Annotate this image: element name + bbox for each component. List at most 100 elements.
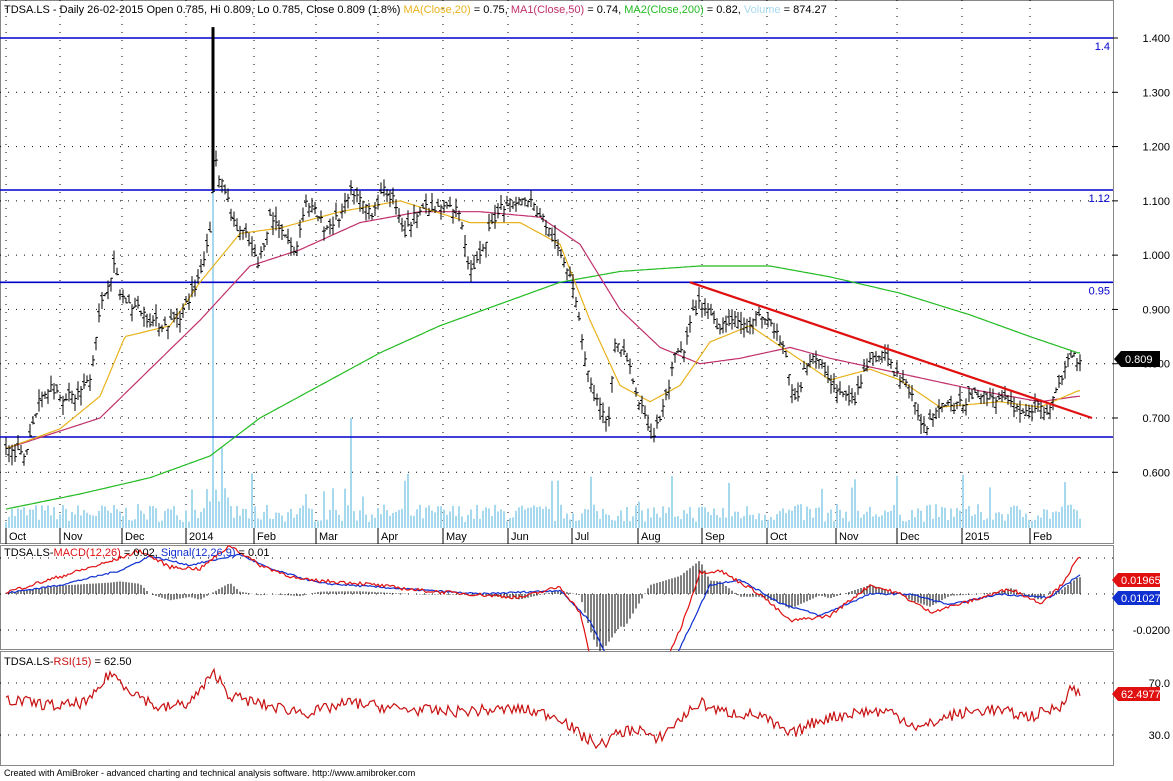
volume-bar: [914, 517, 916, 528]
volume-bar: [221, 447, 223, 528]
macd-pane[interactable]: 0.06000.0400-0.0200-0.0400-0.0800 TDSA.L…: [0, 481, 1173, 745]
volume-bar: [374, 517, 376, 528]
volume-bar: [494, 504, 496, 528]
volume-bar: [776, 514, 778, 528]
volume-bar: [839, 509, 841, 528]
volume-bar: [230, 506, 232, 528]
volume-bar: [869, 506, 871, 528]
month-label: 2015: [965, 531, 989, 543]
macd-tick-label: -0.0200: [1133, 625, 1170, 637]
macd-line: [5, 545, 1081, 721]
volume-bar: [875, 514, 877, 528]
volume-bar: [755, 519, 757, 528]
volume-bar: [20, 509, 22, 528]
rsi-pane[interactable]: 70.0 30.0 TDSA.LS-RSI(15) = 62.50 62.4977: [0, 651, 1173, 767]
volume-bar: [1019, 509, 1021, 528]
rsi-line: [5, 667, 1081, 750]
volume-bar: [887, 512, 889, 528]
volume-bar: [974, 514, 976, 528]
volume-bar: [938, 517, 940, 528]
volume-bar: [584, 508, 586, 528]
volume-bar: [1016, 505, 1018, 528]
volume-bar: [314, 521, 316, 528]
volume-bar: [1040, 517, 1042, 528]
volume-bar: [902, 521, 904, 528]
volume-bar: [518, 507, 520, 528]
volume-bar: [41, 505, 43, 528]
volume-bar: [1022, 517, 1024, 528]
price-pane[interactable]: 1.4 1.12 0.95 1.400 1.300 1.200 1.100 1.000 0.9…: [0, 0, 1173, 545]
volume-bar: [1031, 520, 1033, 528]
volume-bar: [665, 513, 667, 528]
volume-bar: [371, 514, 373, 528]
volume-bar: [803, 520, 805, 528]
volume-bar: [674, 516, 676, 528]
volume-bar: [308, 508, 310, 528]
volume-bar: [821, 488, 823, 528]
volume-bar: [911, 510, 913, 528]
volume-bar: [347, 505, 349, 528]
volume-bar: [83, 510, 85, 528]
legend-volume: Volume: [744, 4, 781, 16]
volume-bar: [266, 504, 268, 528]
volume-bar: [977, 504, 979, 528]
volume-bar: [746, 506, 748, 528]
volume-bar: [944, 507, 946, 528]
volume-bar: [641, 510, 643, 528]
volume-bar: [329, 509, 331, 528]
volume-bar: [986, 518, 988, 528]
volume-bar: [557, 480, 559, 528]
volume-bar: [254, 506, 256, 528]
volume-bar: [449, 511, 451, 528]
volume-bar: [896, 475, 898, 528]
volume-bar: [434, 512, 436, 528]
volume-bar: [941, 506, 943, 528]
legend-ma20: MA(Close,20): [403, 4, 470, 16]
volume-bar: [857, 510, 859, 528]
last-price-badge: 0.809: [1114, 351, 1160, 367]
volume-bar: [149, 506, 151, 528]
price-tick-label: 1.000: [1142, 250, 1170, 262]
volume-bar: [203, 508, 205, 528]
legend-macd: MACD(12,26): [54, 547, 121, 559]
level-label: 1.4: [1095, 41, 1110, 53]
volume-bar: [365, 514, 367, 528]
volume-bar: [935, 504, 937, 528]
volume-bar: [470, 509, 472, 528]
price-tick-label: 0.700: [1142, 413, 1170, 425]
volume-bar: [185, 510, 187, 528]
header-symbol: TDSA.LS: [4, 4, 50, 16]
volume-bar: [206, 489, 208, 528]
volume-bar: [545, 506, 547, 528]
volume-bar: [749, 514, 751, 528]
month-label: 2014: [189, 531, 213, 543]
volume-bar: [533, 505, 535, 528]
volume-bar: [1034, 519, 1036, 528]
volume-bar: [725, 517, 727, 528]
volume-bar: [44, 510, 46, 528]
volume-bar: [815, 508, 817, 528]
volume-bar: [428, 505, 430, 528]
volume-bar: [788, 509, 790, 528]
rsi-tick-label: 30.0: [1149, 730, 1170, 742]
volume-bar: [1055, 511, 1057, 528]
volume-bar: [281, 515, 283, 528]
volume-bar: [404, 480, 406, 528]
volume-bar: [566, 513, 568, 528]
volume-bar: [437, 506, 439, 528]
volume-bar: [872, 516, 874, 528]
volume-bar: [881, 515, 883, 528]
volume-bar: [353, 511, 355, 528]
volume-bar: [926, 505, 928, 528]
volume-bar: [296, 514, 298, 528]
volume-bar: [302, 505, 304, 528]
volume-bar: [11, 508, 13, 528]
volume-bar: [554, 520, 556, 528]
volume-bar: [1073, 509, 1075, 528]
volume-bar: [731, 516, 733, 528]
volume-bar: [740, 518, 742, 528]
volume-bar: [416, 509, 418, 528]
volume-bar: [1037, 515, 1039, 528]
volume-bar: [62, 505, 64, 528]
volume-bar: [134, 519, 136, 528]
